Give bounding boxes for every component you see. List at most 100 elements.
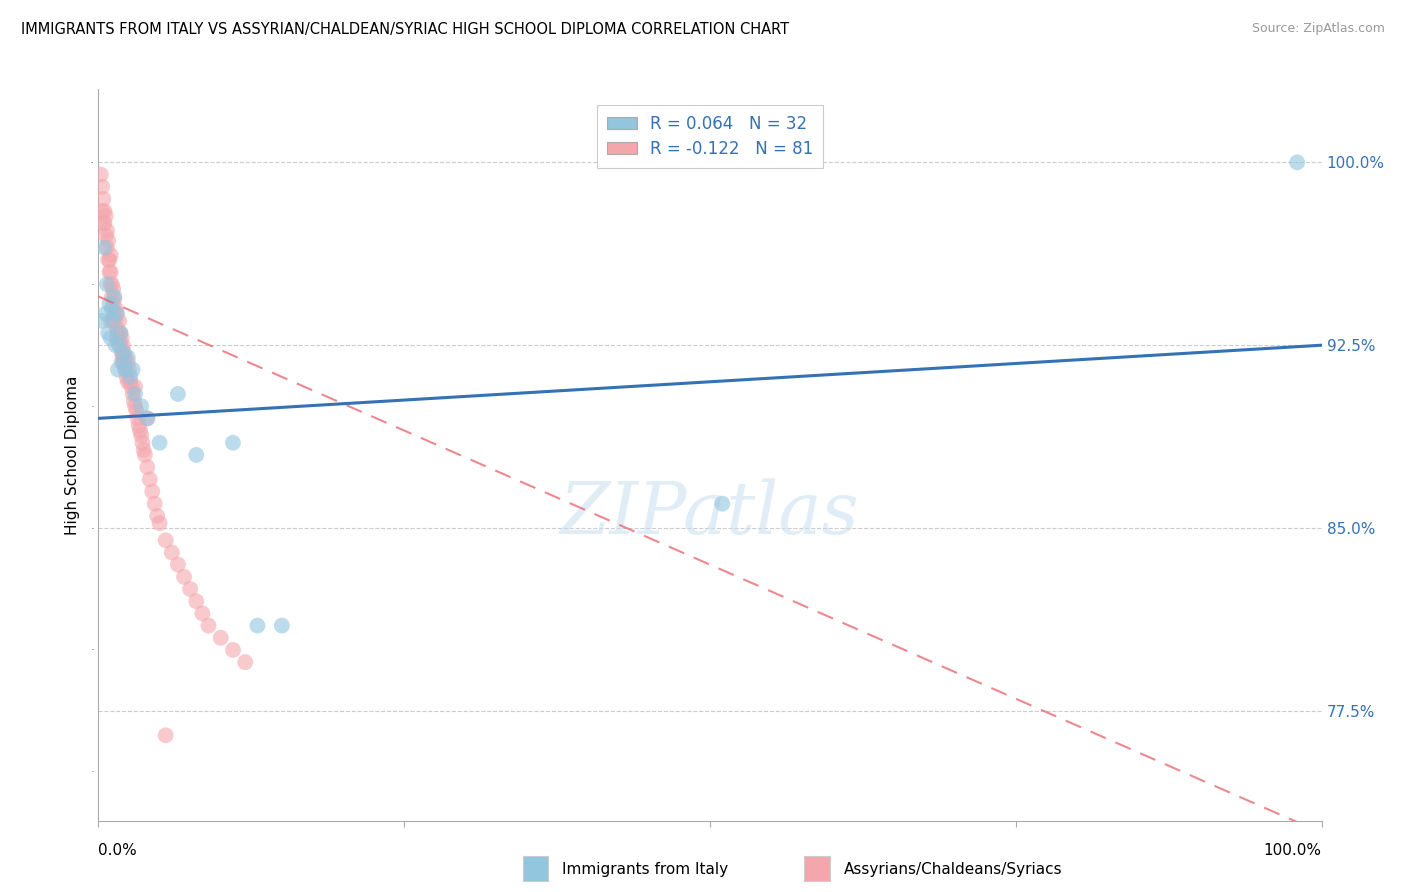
Point [121,362,143,376]
Point [90,168,112,182]
Point [270,618,294,632]
Point [129,424,152,438]
Point [96,277,118,292]
Point [136,411,159,425]
Point [127,411,149,425]
Point [233,655,256,669]
Point [108,314,131,328]
Point [209,631,232,645]
Point [222,435,245,450]
Text: 0.0%: 0.0% [98,843,138,858]
Point [711,497,734,511]
Point [105,321,128,335]
Text: 100.0%: 100.0% [1264,843,1322,858]
Y-axis label: High School Diploma: High School Diploma [65,376,80,534]
Point [103,289,125,303]
Point [122,394,145,409]
Point [103,292,125,306]
Point [103,306,125,320]
Point [105,306,128,320]
Point [100,277,122,292]
Point [186,448,208,462]
Point [134,448,156,462]
Point [91,314,114,328]
Point [117,355,139,369]
Point [101,282,124,296]
Point [111,355,134,369]
Point [101,289,124,303]
Point [160,545,183,559]
Point [112,345,135,359]
Point [222,643,245,657]
Point [94,228,117,243]
Point [111,355,134,369]
Point [167,387,190,401]
Point [108,338,131,352]
Point [93,216,115,230]
Point [93,241,115,255]
Point [105,306,128,320]
Point [124,379,146,393]
Point [100,248,122,262]
Point [246,618,269,632]
Point [107,326,129,340]
Point [155,533,177,548]
Point [117,375,139,389]
Point [100,331,122,345]
Point [143,497,166,511]
Point [110,338,132,352]
Point [173,570,195,584]
Point [107,362,129,376]
Point [155,728,177,742]
Point [128,418,150,433]
Point [120,375,142,389]
Point [112,355,135,369]
Point [108,331,131,345]
Point [110,326,132,340]
Point [124,399,146,413]
Point [124,387,146,401]
Point [120,379,142,393]
Point [129,399,152,413]
Point [97,252,120,267]
Point [101,297,124,311]
Point [111,331,134,345]
Point [111,345,134,359]
Point [96,224,118,238]
Point [100,314,122,328]
Point [191,607,214,621]
Point [129,428,152,442]
Point [117,351,139,365]
Point [101,314,124,328]
Point [98,297,121,311]
Point [115,370,138,384]
Point [96,241,118,255]
Legend: R = 0.064   N = 32, R = -0.122   N = 81: R = 0.064 N = 32, R = -0.122 N = 81 [596,105,824,168]
Point [104,301,127,316]
Point [91,192,114,206]
Point [98,252,121,267]
Point [136,411,159,425]
Point [94,209,117,223]
Point [118,362,141,376]
Point [100,265,122,279]
Text: Source: ZipAtlas.com: Source: ZipAtlas.com [1251,22,1385,36]
Text: Immigrants from Italy: Immigrants from Italy [562,863,728,877]
Point [167,558,190,572]
Point [91,216,114,230]
Point [104,338,127,352]
Point [97,233,120,247]
Point [110,326,132,340]
Point [104,314,127,328]
Point [136,460,159,475]
Point [91,179,114,194]
Point [111,338,134,352]
Point [114,362,136,376]
Point [101,277,124,292]
Point [125,404,148,418]
Point [186,594,208,608]
Point [91,204,114,219]
Point [97,326,120,340]
Point [94,306,117,320]
Point [121,387,143,401]
